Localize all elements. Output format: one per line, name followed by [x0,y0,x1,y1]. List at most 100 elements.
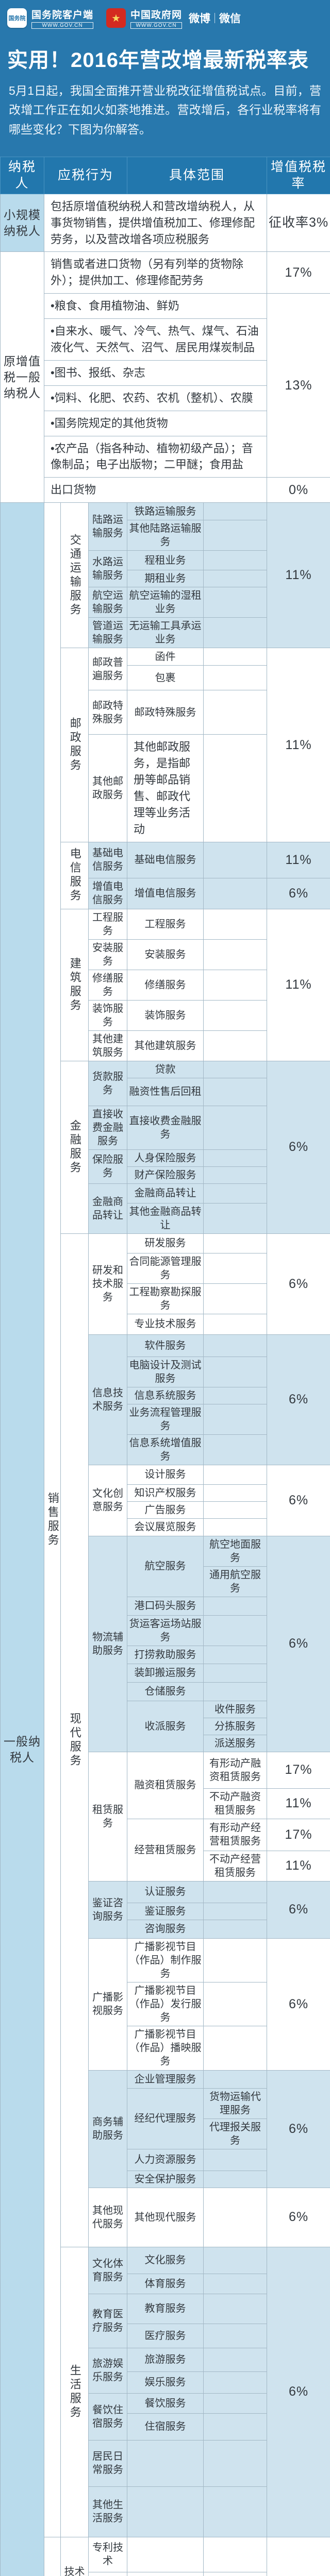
table-cell: 广播影视节目（作品）制作服务 [127,1938,204,1982]
table-cell: 其他现代服务 [127,2187,204,2247]
table-cell: 销售或者进口货物（另有列举的货物除外）；提供加工、修理修配劳务 [43,251,268,294]
table-cell [203,1283,268,1314]
table-cell [203,734,268,842]
table-cell: •粮食、食用植物油、鲜奶 [43,293,268,319]
table-cell: •自来水、暖气、冷气、热气、煤气、石油液化气、天然气、沼气、居民用煤炭制品 [43,318,268,361]
table-cell [203,1919,268,1939]
category-cell: 生活服务 [60,2246,89,2537]
table-cell [203,570,268,588]
category-cell: 建筑服务 [60,908,89,1061]
gov-web-url: WWW.GOV.CN [130,22,183,29]
table-cell: 其他邮政服务，是指邮册等邮品销售、邮政代理等业务活动 [127,734,204,842]
table-cell: 打捞救助服务 [127,1645,204,1664]
table-cell: 代理报关服务 [203,2118,268,2149]
table-cell [203,2187,268,2247]
category-cell: 电信服务 [60,841,89,909]
table-cell: 文化服务 [127,2246,204,2274]
page-title: 实用！2016年营改增最新税率表 [7,49,309,72]
rate-cell: 11% [267,502,330,649]
table-cell: 收派服务 [127,1700,204,1752]
table-cell: 租赁服务 [88,1751,127,1882]
table-cell [203,2536,268,2572]
rate-cell: 11% [267,908,330,1061]
table-cell: 工程服务 [88,908,127,940]
table-cell: 工程勘察勘探服务 [127,1283,204,1314]
table-cell: 人身保险服务 [127,1149,204,1167]
table-cell [203,1434,268,1465]
table-cell [203,1183,268,1204]
rate-cell: 17% [267,1818,330,1851]
table-cell: 经营租赁服务 [127,1818,204,1882]
table-cell: 增值电信服务 [127,877,204,909]
table-cell: 有形动产融资租赁服务 [203,1751,268,1789]
page-header: 国务院 国务院客户端 WWW.GOV.CN ★ 中国政府网 WWW.GOV.CN… [0,0,330,149]
table-cell [203,2246,268,2274]
table-cell: 程租业务 [127,550,204,571]
table-cell: 信息技术服务 [88,1334,127,1465]
table-cell: 修缮服务 [88,969,127,1001]
rate-cell: 17% [267,251,330,294]
rate-cell: 6% [267,1334,330,1465]
table-cell: 货款服务 [88,1060,127,1106]
table-cell [203,617,268,649]
table-cell [203,1166,268,1184]
table-cell [203,1464,268,1485]
table-cell [203,2273,268,2294]
category-cell: 销售服务 [44,502,61,2537]
table-cell: 直接收费金融服务 [88,1105,127,1150]
table-cell: 融资租赁服务 [127,1751,204,1819]
rate-cell: 6% [267,1880,330,1939]
table-cell: 不动产融资租赁服务 [203,1788,268,1819]
table-cell: 其他生活服务 [88,2486,127,2537]
table-cell: 物流辅助服务 [88,1535,127,1752]
table-cell [203,908,268,940]
table-cell: 其他现代服务 [88,2187,127,2247]
rate-cell: 11% [267,1788,330,1819]
table-cell: 体育服务 [127,2273,204,2294]
table-cell: 保险服务 [88,1149,127,1184]
table-cell: 金融商品转让 [127,1183,204,1204]
table-cell: 其他建筑服务 [88,1030,127,1061]
gov-web-name: 中国政府网 [130,10,183,21]
table-cell [203,502,268,521]
table-cell: 安全保护服务 [127,2170,204,2188]
table-cell: 住宿服务 [127,2413,204,2441]
rate-cell: 6% [267,2187,330,2247]
table-cell [203,1645,268,1664]
table-cell [203,1484,268,1502]
gov-client-app-icon-label: 国务院 [8,15,26,22]
table-cell [203,690,268,735]
table-cell: 会议展览服务 [127,1518,204,1536]
table-cell [203,2439,268,2487]
rate-cell: 13% [267,293,330,478]
rate-cell: 6% [267,1535,330,1752]
table-cell: 鉴证服务 [127,1902,204,1920]
table-cell: 广告服务 [127,1501,204,1519]
table-cell: 广播影视服务 [88,1938,127,2071]
table-cell [203,587,268,618]
table-cell [127,2486,204,2537]
table-cell: 商务辅助服务 [88,2070,127,2188]
table-cell [203,2486,268,2537]
table-cell: 其他建筑服务 [127,1030,204,1061]
table-cell: 文化创意服务 [88,1464,127,1536]
table-cell: 基础电信服务 [88,841,127,878]
table-cell: 邮政特殊服务 [88,690,127,735]
wechat-label: 微信 [219,13,241,25]
table-cell: 信息系统服务 [127,1386,204,1404]
table-cell: 娱乐服务 [127,2371,204,2394]
table-cell: 安装服务 [127,939,204,970]
table-cell: 出口货物 [43,477,268,503]
table-cell [203,877,268,909]
table-cell [203,1105,268,1150]
table-cell [203,1252,268,1284]
tax-rate-table: 纳税人 应税行为 具体范围 增值税税率 小规模纳税人 包括原增值税纳税人和营改增纳税人，从… [0,156,330,2576]
table-cell [203,1077,268,1106]
rate-cell: 0% [267,477,330,503]
table-cell: 企业管理服务 [127,2070,204,2089]
column-header-cell: 具体范围 [126,156,268,194]
rate-cell: 6% [267,1464,330,1536]
table-cell: 贷款 [127,1060,204,1078]
table-cell: 派送服务 [203,1734,268,1752]
table-cell: 鉴证咨询服务 [88,1880,127,1939]
